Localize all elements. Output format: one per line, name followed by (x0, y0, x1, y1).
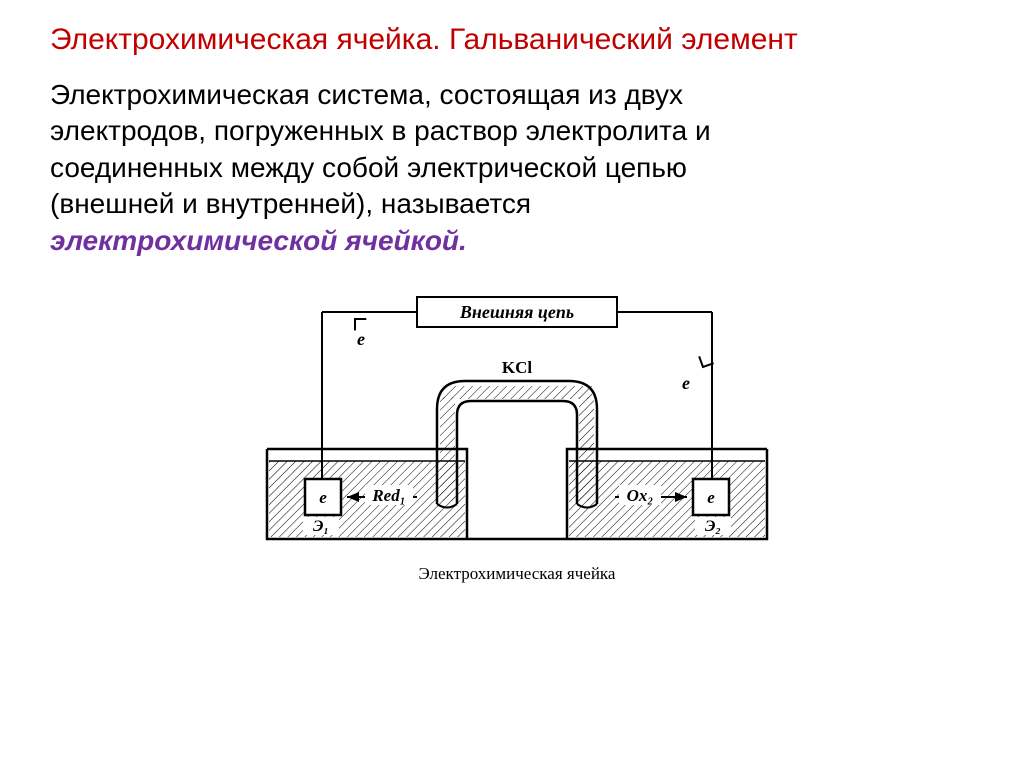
para-line-2: электродов, погруженных в раствор электр… (50, 115, 711, 146)
el1-label: Э₁ (313, 518, 329, 535)
red1-label: Red₁ (371, 486, 405, 505)
diagram-container: Внешняя цепь e e (50, 289, 984, 594)
salt-bridge-inner (457, 401, 577, 504)
bridge-label: KCl (502, 358, 533, 377)
electrochemical-cell-diagram: Внешняя цепь e e (247, 289, 787, 594)
arrow-right-down (696, 356, 714, 370)
slide-title: Электрохимическая ячейка. Гальванический… (50, 20, 984, 59)
external-circuit-label: Внешняя цепь (459, 302, 574, 322)
e-label-left: e (357, 329, 365, 349)
el2-label: Э₂ (705, 518, 721, 535)
electrode-right-e: e (707, 488, 715, 507)
bridge-hatch-top (442, 386, 592, 399)
para-line-4: (внешней и внутренней), называется (50, 188, 531, 219)
bridge-hatch-left (440, 397, 455, 501)
definition-paragraph: Электрохимическая система, состоящая из … (50, 77, 984, 259)
ox2-label: Ox₂ (627, 486, 654, 505)
para-line-3: соединенных между собой электрической це… (50, 152, 687, 183)
para-highlight: электрохимической ячейкой. (50, 225, 467, 256)
diagram-svg: Внешняя цепь e e (247, 289, 787, 589)
arrow-left-up (349, 313, 366, 330)
slide-content: Электрохимическая ячейка. Гальванический… (0, 0, 1024, 594)
e-label-right: e (682, 373, 690, 393)
electrode-left-e: e (319, 488, 327, 507)
para-line-1: Электрохимическая система, состоящая из … (50, 79, 683, 110)
bridge-hatch-right (579, 397, 594, 501)
liquid-right (569, 461, 765, 537)
diagram-caption: Электрохимическая ячейка (419, 564, 616, 583)
